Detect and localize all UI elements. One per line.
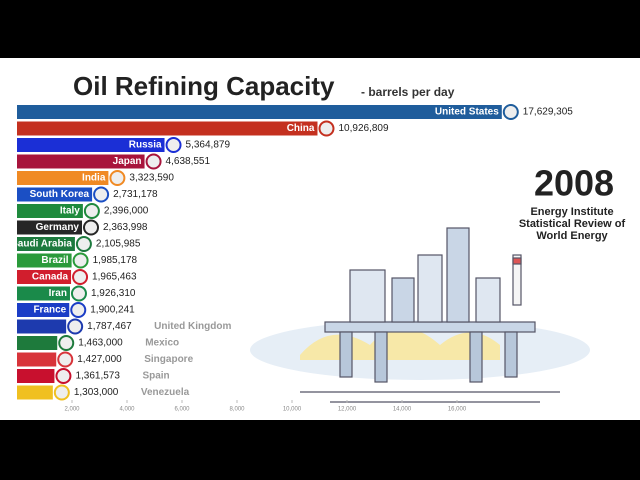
flag bbox=[57, 351, 74, 368]
bar bbox=[17, 204, 83, 218]
category-label: Canada bbox=[32, 272, 69, 283]
bar bbox=[17, 121, 318, 136]
value-label: 1,787,467 bbox=[87, 321, 132, 332]
value-label: 5,364,879 bbox=[186, 140, 231, 151]
bar bbox=[17, 352, 57, 367]
year: 2008 bbox=[534, 163, 614, 204]
category-label: Japan bbox=[113, 156, 142, 167]
bar bbox=[17, 336, 58, 350]
value-label: 10,926,809 bbox=[338, 123, 388, 134]
flag bbox=[318, 120, 335, 137]
flag bbox=[109, 170, 126, 186]
flag bbox=[55, 368, 72, 384]
bar bbox=[17, 105, 502, 119]
category-label: Singapore bbox=[144, 354, 193, 365]
value-label: 2,396,000 bbox=[104, 206, 149, 217]
flag bbox=[58, 335, 75, 351]
category-label: Mexico bbox=[145, 338, 179, 349]
x-tick-label: 14,000 bbox=[393, 407, 412, 413]
flag bbox=[145, 153, 162, 170]
category-label: China bbox=[287, 123, 315, 134]
flag bbox=[75, 236, 92, 252]
category-label: United States bbox=[435, 107, 499, 118]
bar bbox=[17, 154, 145, 169]
category-label: France bbox=[33, 305, 66, 316]
bar bbox=[17, 171, 109, 185]
flag bbox=[93, 186, 110, 203]
bar bbox=[17, 220, 83, 235]
value-label: 1,926,310 bbox=[91, 288, 136, 299]
bar bbox=[17, 303, 70, 317]
value-label: 1,303,000 bbox=[74, 387, 119, 398]
flag bbox=[83, 203, 100, 219]
bar bbox=[17, 385, 53, 400]
flag bbox=[83, 219, 100, 236]
value-label: 1,427,000 bbox=[77, 354, 122, 365]
value-label: 1,900,241 bbox=[90, 305, 135, 316]
flag bbox=[502, 104, 519, 120]
category-label: South Korea bbox=[30, 189, 90, 200]
flag bbox=[53, 384, 70, 401]
value-label: 2,363,998 bbox=[103, 222, 148, 233]
flag bbox=[67, 318, 84, 335]
bar bbox=[17, 138, 165, 152]
illustration bbox=[250, 227, 590, 403]
bar bbox=[17, 187, 93, 202]
value-label: 3,323,590 bbox=[129, 173, 174, 184]
chart-title: Oil Refining Capacity bbox=[73, 71, 335, 101]
category-label: Spain bbox=[142, 371, 169, 382]
category-label: United Kingdom bbox=[154, 321, 231, 332]
value-label: 2,731,178 bbox=[113, 189, 158, 200]
flag bbox=[72, 269, 89, 285]
category-label: Italy bbox=[60, 206, 80, 217]
x-tick-label: 10,000 bbox=[283, 407, 302, 413]
x-tick-label: 8,000 bbox=[229, 407, 245, 413]
value-label: 1,361,573 bbox=[75, 371, 120, 382]
bar bbox=[17, 286, 70, 301]
value-label: 17,629,305 bbox=[523, 107, 573, 118]
category-label: Iran bbox=[49, 288, 67, 299]
x-tick-label: 6,000 bbox=[174, 407, 190, 413]
category-label: Russia bbox=[129, 140, 162, 151]
category-label: Venezuela bbox=[141, 387, 190, 398]
value-label: 4,638,551 bbox=[166, 156, 211, 167]
flag bbox=[70, 285, 87, 302]
value-label: 1,463,000 bbox=[78, 338, 123, 349]
category-label: Saudi Arabia bbox=[11, 239, 72, 250]
value-label: 1,965,463 bbox=[92, 272, 137, 283]
x-tick-label: 16,000 bbox=[448, 407, 467, 413]
source-line: World Energy bbox=[536, 230, 608, 242]
bar bbox=[17, 369, 55, 383]
source-line: Energy Institute bbox=[530, 206, 613, 218]
x-tick-label: 4,000 bbox=[119, 407, 135, 413]
source-line: Statistical Review of bbox=[519, 218, 626, 230]
bar bbox=[17, 253, 72, 268]
value-label: 2,105,985 bbox=[96, 239, 141, 250]
x-tick-label: 12,000 bbox=[338, 407, 357, 413]
bar bbox=[17, 270, 72, 284]
value-label: 1,985,178 bbox=[93, 255, 138, 266]
category-label: India bbox=[82, 173, 106, 184]
bar bbox=[17, 319, 67, 334]
flag bbox=[165, 137, 182, 153]
category-label: Germany bbox=[36, 222, 80, 233]
category-label: Brazil bbox=[41, 255, 68, 266]
bar bbox=[17, 237, 75, 251]
flag bbox=[70, 302, 87, 318]
bars: United States China Russia Japan India South … bbox=[11, 105, 502, 400]
x-tick-label: 2,000 bbox=[64, 407, 80, 413]
flag bbox=[72, 252, 89, 269]
chart-subtitle: - barrels per day bbox=[361, 85, 455, 99]
